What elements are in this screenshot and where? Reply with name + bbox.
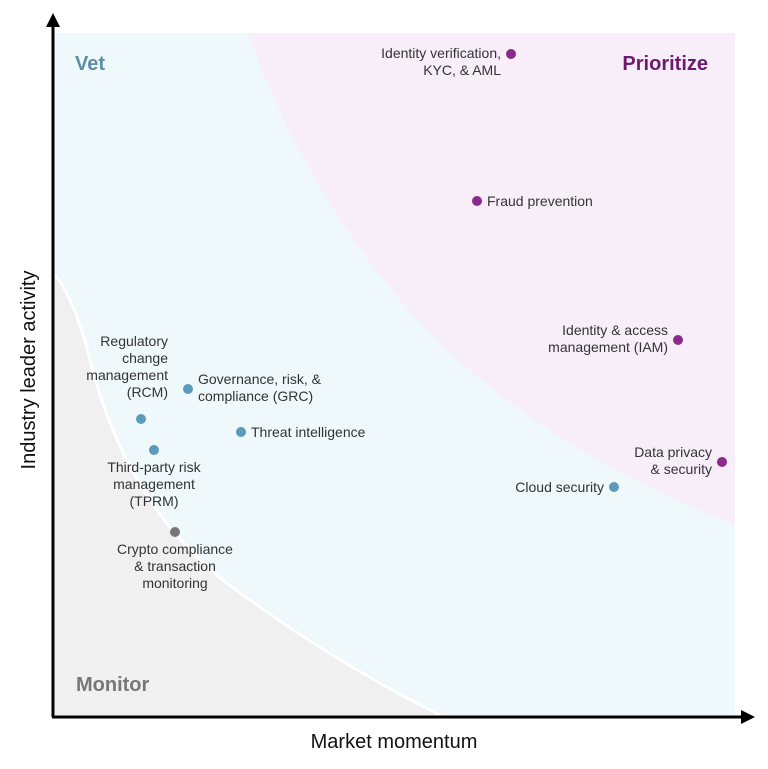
y-axis-arrow-icon — [46, 13, 60, 27]
point-label: Identity verification, KYC, & AML — [381, 45, 501, 78]
data-point[interactable]: Threat intelligence — [236, 424, 366, 440]
data-point[interactable]: Identity verification, KYC, & AML — [381, 45, 516, 78]
point-marker-icon[interactable] — [506, 49, 516, 59]
zone-backgrounds — [53, 33, 735, 717]
data-point[interactable]: Identity & access management (IAM) — [548, 322, 683, 355]
point-label: Threat intelligence — [251, 424, 366, 440]
data-point[interactable]: Governance, risk, & compliance (GRC) — [183, 371, 322, 404]
prioritize-zone-fill — [248, 33, 735, 525]
x-axis-title: Market momentum — [311, 731, 478, 753]
data-point[interactable]: Fraud prevention — [472, 193, 593, 209]
point-label: Regulatory change management (RCM) — [86, 333, 168, 400]
point-label: Identity & access management (IAM) — [548, 322, 668, 355]
point-label: Data privacy & security — [634, 444, 712, 477]
point-marker-icon[interactable] — [136, 414, 146, 424]
zone-labels: Vet Prioritize Monitor — [75, 53, 708, 696]
data-point[interactable]: Regulatory change management (RCM) — [86, 333, 168, 424]
data-point[interactable]: Cloud security — [515, 479, 619, 495]
data-point[interactable]: Third-party risk management (TPRM) — [107, 445, 202, 509]
point-marker-icon[interactable] — [149, 445, 159, 455]
data-point[interactable]: Data privacy & security — [634, 444, 727, 477]
point-label: Governance, risk, & compliance (GRC) — [198, 371, 322, 404]
zone-label-monitor: Monitor — [76, 674, 150, 696]
data-points: Identity verification, KYC, & AML Fraud pr… — [86, 45, 727, 591]
point-marker-icon[interactable] — [609, 482, 619, 492]
point-marker-icon[interactable] — [183, 384, 193, 394]
zone-label-vet: Vet — [75, 53, 105, 75]
y-axis-title: Industry leader activity — [18, 271, 40, 470]
x-axis-arrow-icon — [741, 710, 755, 724]
point-marker-icon[interactable] — [472, 196, 482, 206]
point-label: Fraud prevention — [487, 193, 593, 209]
zone-label-prioritize: Prioritize — [622, 53, 708, 75]
point-marker-icon[interactable] — [236, 427, 246, 437]
point-marker-icon[interactable] — [673, 335, 683, 345]
point-label: Third-party risk management (TPRM) — [107, 459, 201, 509]
monitor-zone-fill — [55, 275, 440, 715]
point-marker-icon[interactable] — [170, 527, 180, 537]
data-point[interactable]: Crypto compliance & transaction monitoring — [117, 527, 233, 591]
point-marker-icon[interactable] — [717, 457, 727, 467]
axes: Market momentum Industry leader activity — [18, 13, 755, 753]
point-label: Cloud security — [515, 479, 604, 495]
point-label: Crypto compliance & transaction monitoring — [117, 541, 233, 591]
